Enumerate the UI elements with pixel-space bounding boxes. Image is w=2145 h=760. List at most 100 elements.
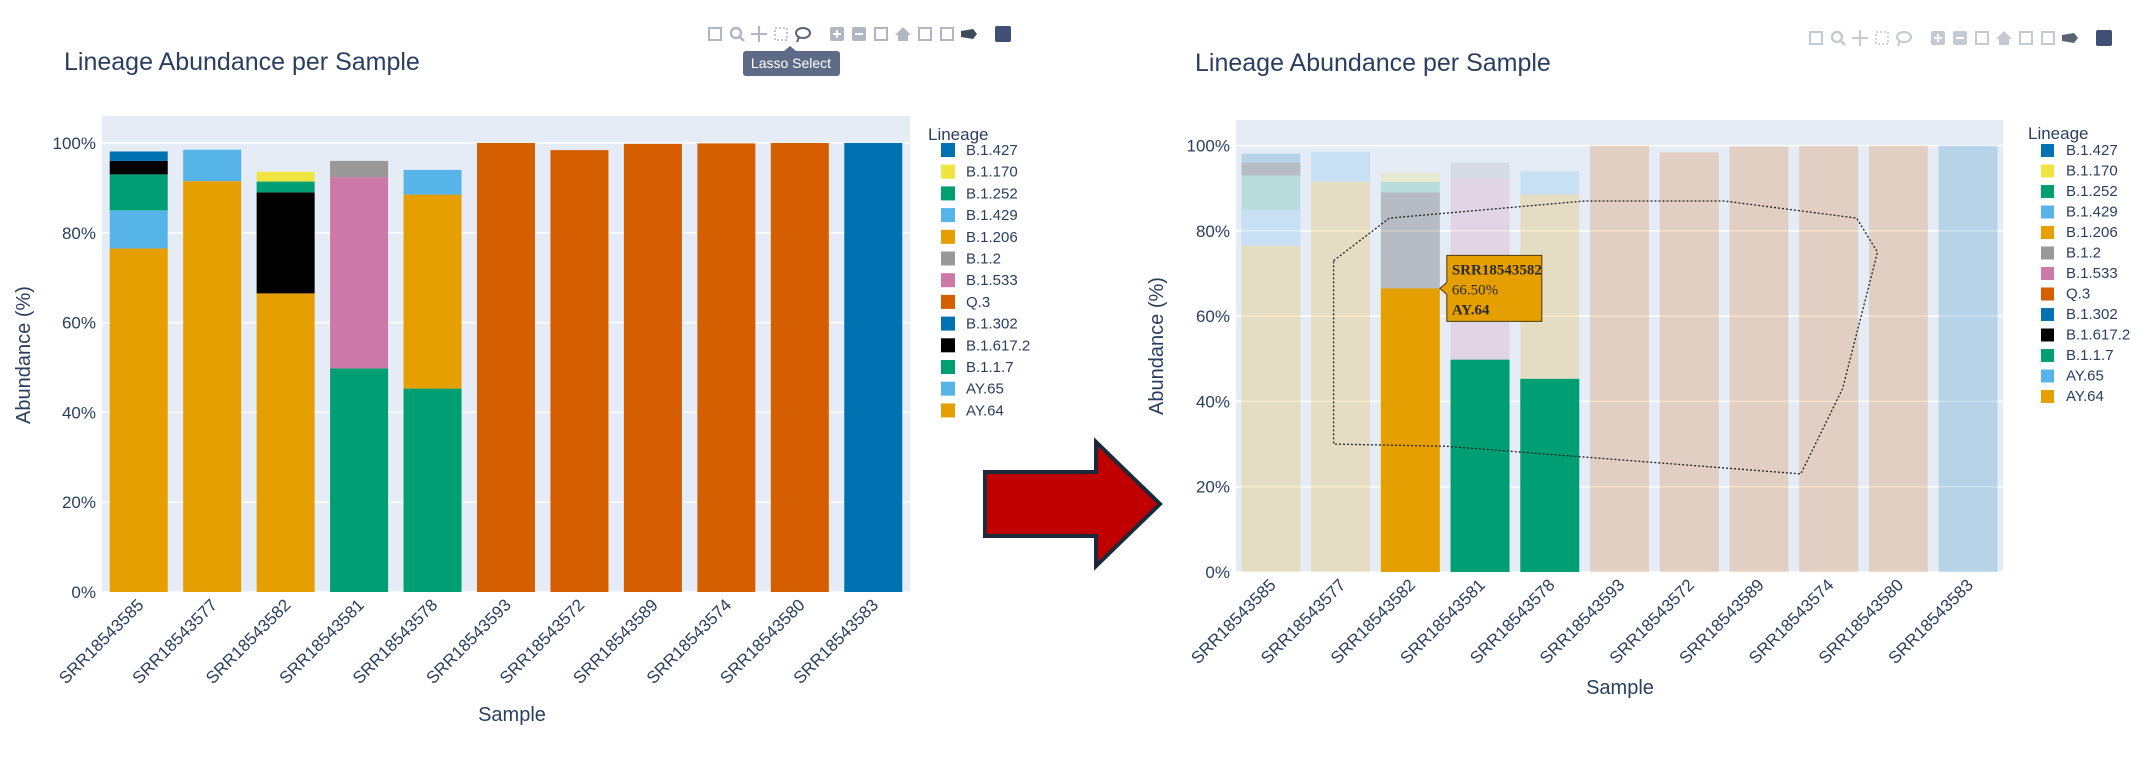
bar-segment[interactable] bbox=[1938, 145, 1998, 572]
bar-segment[interactable] bbox=[1590, 145, 1649, 572]
legend-label[interactable]: B.1.2 bbox=[2066, 245, 2101, 262]
legend-item[interactable]: B.1.2 bbox=[2041, 245, 2101, 262]
legend-swatch[interactable] bbox=[941, 316, 955, 331]
box-select-icon[interactable] bbox=[1875, 31, 1889, 45]
bar-segment[interactable] bbox=[1799, 146, 1859, 572]
autoscale-icon[interactable] bbox=[874, 27, 888, 41]
legend-label[interactable]: B.1.206 bbox=[2066, 224, 2118, 241]
legend-item[interactable]: B.1.252 bbox=[941, 185, 1018, 202]
legend-swatch[interactable] bbox=[941, 208, 955, 223]
legend-label[interactable]: B.1.1.7 bbox=[2066, 347, 2114, 364]
legend-label[interactable]: B.1.302 bbox=[966, 316, 1018, 333]
legend-swatch[interactable] bbox=[2041, 308, 2054, 321]
legend-item[interactable]: B.1.206 bbox=[2041, 224, 2118, 241]
zoom-in-icon[interactable] bbox=[1931, 31, 1945, 45]
bar-segment[interactable] bbox=[1380, 182, 1440, 193]
bar-segment[interactable] bbox=[1729, 146, 1789, 572]
legend-item[interactable]: B.1.617.2 bbox=[2041, 327, 2130, 344]
plotly-logo-icon[interactable] bbox=[2096, 30, 2112, 46]
bar-segment[interactable] bbox=[1868, 145, 1928, 572]
legend-label[interactable]: B.1.170 bbox=[2066, 163, 2118, 180]
autoscale-icon[interactable] bbox=[1975, 31, 1989, 45]
legend-item[interactable]: B.1.533 bbox=[2041, 265, 2118, 282]
legend-item[interactable]: B.1.170 bbox=[941, 164, 1018, 181]
spike-lines-icon[interactable] bbox=[918, 27, 932, 41]
legend-swatch[interactable] bbox=[941, 360, 955, 374]
bar-segment[interactable] bbox=[256, 171, 315, 182]
legend-label[interactable]: B.1.427 bbox=[2066, 142, 2118, 159]
bar-segment[interactable] bbox=[1450, 359, 1510, 572]
spike-lines-icon[interactable] bbox=[2019, 31, 2033, 45]
lasso-select-icon[interactable] bbox=[795, 27, 811, 43]
bar-segment[interactable] bbox=[109, 174, 168, 211]
bar-segment[interactable] bbox=[550, 150, 609, 592]
bar-segment[interactable] bbox=[1241, 245, 1301, 572]
legend-label[interactable]: B.1.429 bbox=[966, 207, 1018, 224]
legend-swatch[interactable] bbox=[941, 294, 955, 309]
bar-segment[interactable] bbox=[1380, 192, 1440, 289]
bar-segment[interactable] bbox=[1241, 153, 1301, 163]
legend-swatch[interactable] bbox=[941, 273, 955, 288]
bar-segment[interactable] bbox=[697, 143, 756, 592]
legend-label[interactable]: B.1.617.2 bbox=[2066, 327, 2130, 344]
bar-segment[interactable] bbox=[330, 177, 389, 369]
legend-label[interactable]: B.1.252 bbox=[966, 185, 1018, 202]
legend-item[interactable]: B.1.302 bbox=[2041, 306, 2118, 323]
lasso-select-icon[interactable] bbox=[1896, 31, 1912, 47]
legend-swatch[interactable] bbox=[941, 143, 955, 157]
bar-segment[interactable] bbox=[183, 181, 242, 592]
bar-segment[interactable] bbox=[256, 181, 315, 193]
legend-swatch[interactable] bbox=[2041, 328, 2054, 342]
legend-swatch[interactable] bbox=[2041, 164, 2054, 178]
legend-label[interactable]: B.1.1.7 bbox=[966, 359, 1014, 376]
legend-label[interactable]: AY.65 bbox=[2066, 368, 2104, 385]
bar-segment[interactable] bbox=[1241, 209, 1301, 246]
reset-axes-icon[interactable] bbox=[895, 27, 911, 41]
legend-swatch[interactable] bbox=[941, 164, 955, 179]
legend-swatch[interactable] bbox=[941, 381, 955, 396]
legend-label[interactable]: B.1.533 bbox=[2066, 265, 2118, 282]
bar-segment[interactable] bbox=[403, 388, 462, 592]
bar-segment[interactable] bbox=[403, 169, 462, 195]
legend-item[interactable]: B.1.429 bbox=[941, 207, 1018, 224]
legend-item[interactable]: B.1.2 bbox=[941, 251, 1001, 268]
legend-item[interactable]: Q.3 bbox=[2041, 286, 2090, 303]
bar-segment[interactable] bbox=[1241, 162, 1301, 176]
pan-icon[interactable] bbox=[1852, 30, 1868, 46]
bar-segment[interactable] bbox=[844, 142, 903, 592]
legend-label[interactable]: B.1.252 bbox=[2066, 183, 2118, 200]
legend-swatch[interactable] bbox=[2041, 226, 2054, 239]
bar-segment[interactable] bbox=[1520, 171, 1580, 195]
legend-label[interactable]: Q.3 bbox=[2066, 286, 2090, 303]
legend-label[interactable]: Q.3 bbox=[966, 294, 990, 311]
legend-label[interactable]: B.1.2 bbox=[966, 251, 1001, 268]
legend-swatch[interactable] bbox=[2041, 369, 2054, 383]
zoom-icon[interactable] bbox=[1830, 30, 1846, 46]
bar-segment[interactable] bbox=[330, 160, 389, 178]
legend-swatch[interactable] bbox=[2041, 390, 2054, 403]
box-select-icon[interactable] bbox=[774, 27, 788, 41]
legend-swatch[interactable] bbox=[2041, 349, 2054, 362]
legend-swatch[interactable] bbox=[2041, 267, 2054, 280]
legend-item[interactable]: AY.65 bbox=[941, 381, 1004, 398]
bar-segment[interactable] bbox=[770, 142, 829, 592]
bar-segment[interactable] bbox=[183, 149, 242, 182]
camera-icon[interactable] bbox=[1809, 31, 1823, 45]
legend-label[interactable]: B.1.617.2 bbox=[966, 337, 1030, 354]
bar-segment[interactable] bbox=[1311, 151, 1371, 182]
legend-label[interactable]: B.1.429 bbox=[2066, 204, 2118, 221]
bar-segment[interactable] bbox=[1659, 152, 1719, 573]
bar-segment[interactable] bbox=[109, 160, 168, 175]
legend-label[interactable]: B.1.170 bbox=[966, 164, 1018, 181]
bar-segment[interactable] bbox=[1380, 172, 1440, 183]
legend-swatch[interactable] bbox=[941, 229, 955, 244]
hover-closest-icon[interactable] bbox=[940, 27, 954, 41]
legend-swatch[interactable] bbox=[2041, 144, 2054, 157]
zoom-in-icon[interactable] bbox=[830, 27, 844, 41]
bar-segment[interactable] bbox=[109, 151, 168, 161]
legend-swatch[interactable] bbox=[2041, 287, 2054, 301]
legend-label[interactable]: B.1.427 bbox=[966, 142, 1018, 159]
plot-area[interactable] bbox=[1236, 120, 2003, 572]
camera-icon[interactable] bbox=[708, 27, 722, 41]
legend-item[interactable]: B.1.170 bbox=[2041, 163, 2118, 180]
